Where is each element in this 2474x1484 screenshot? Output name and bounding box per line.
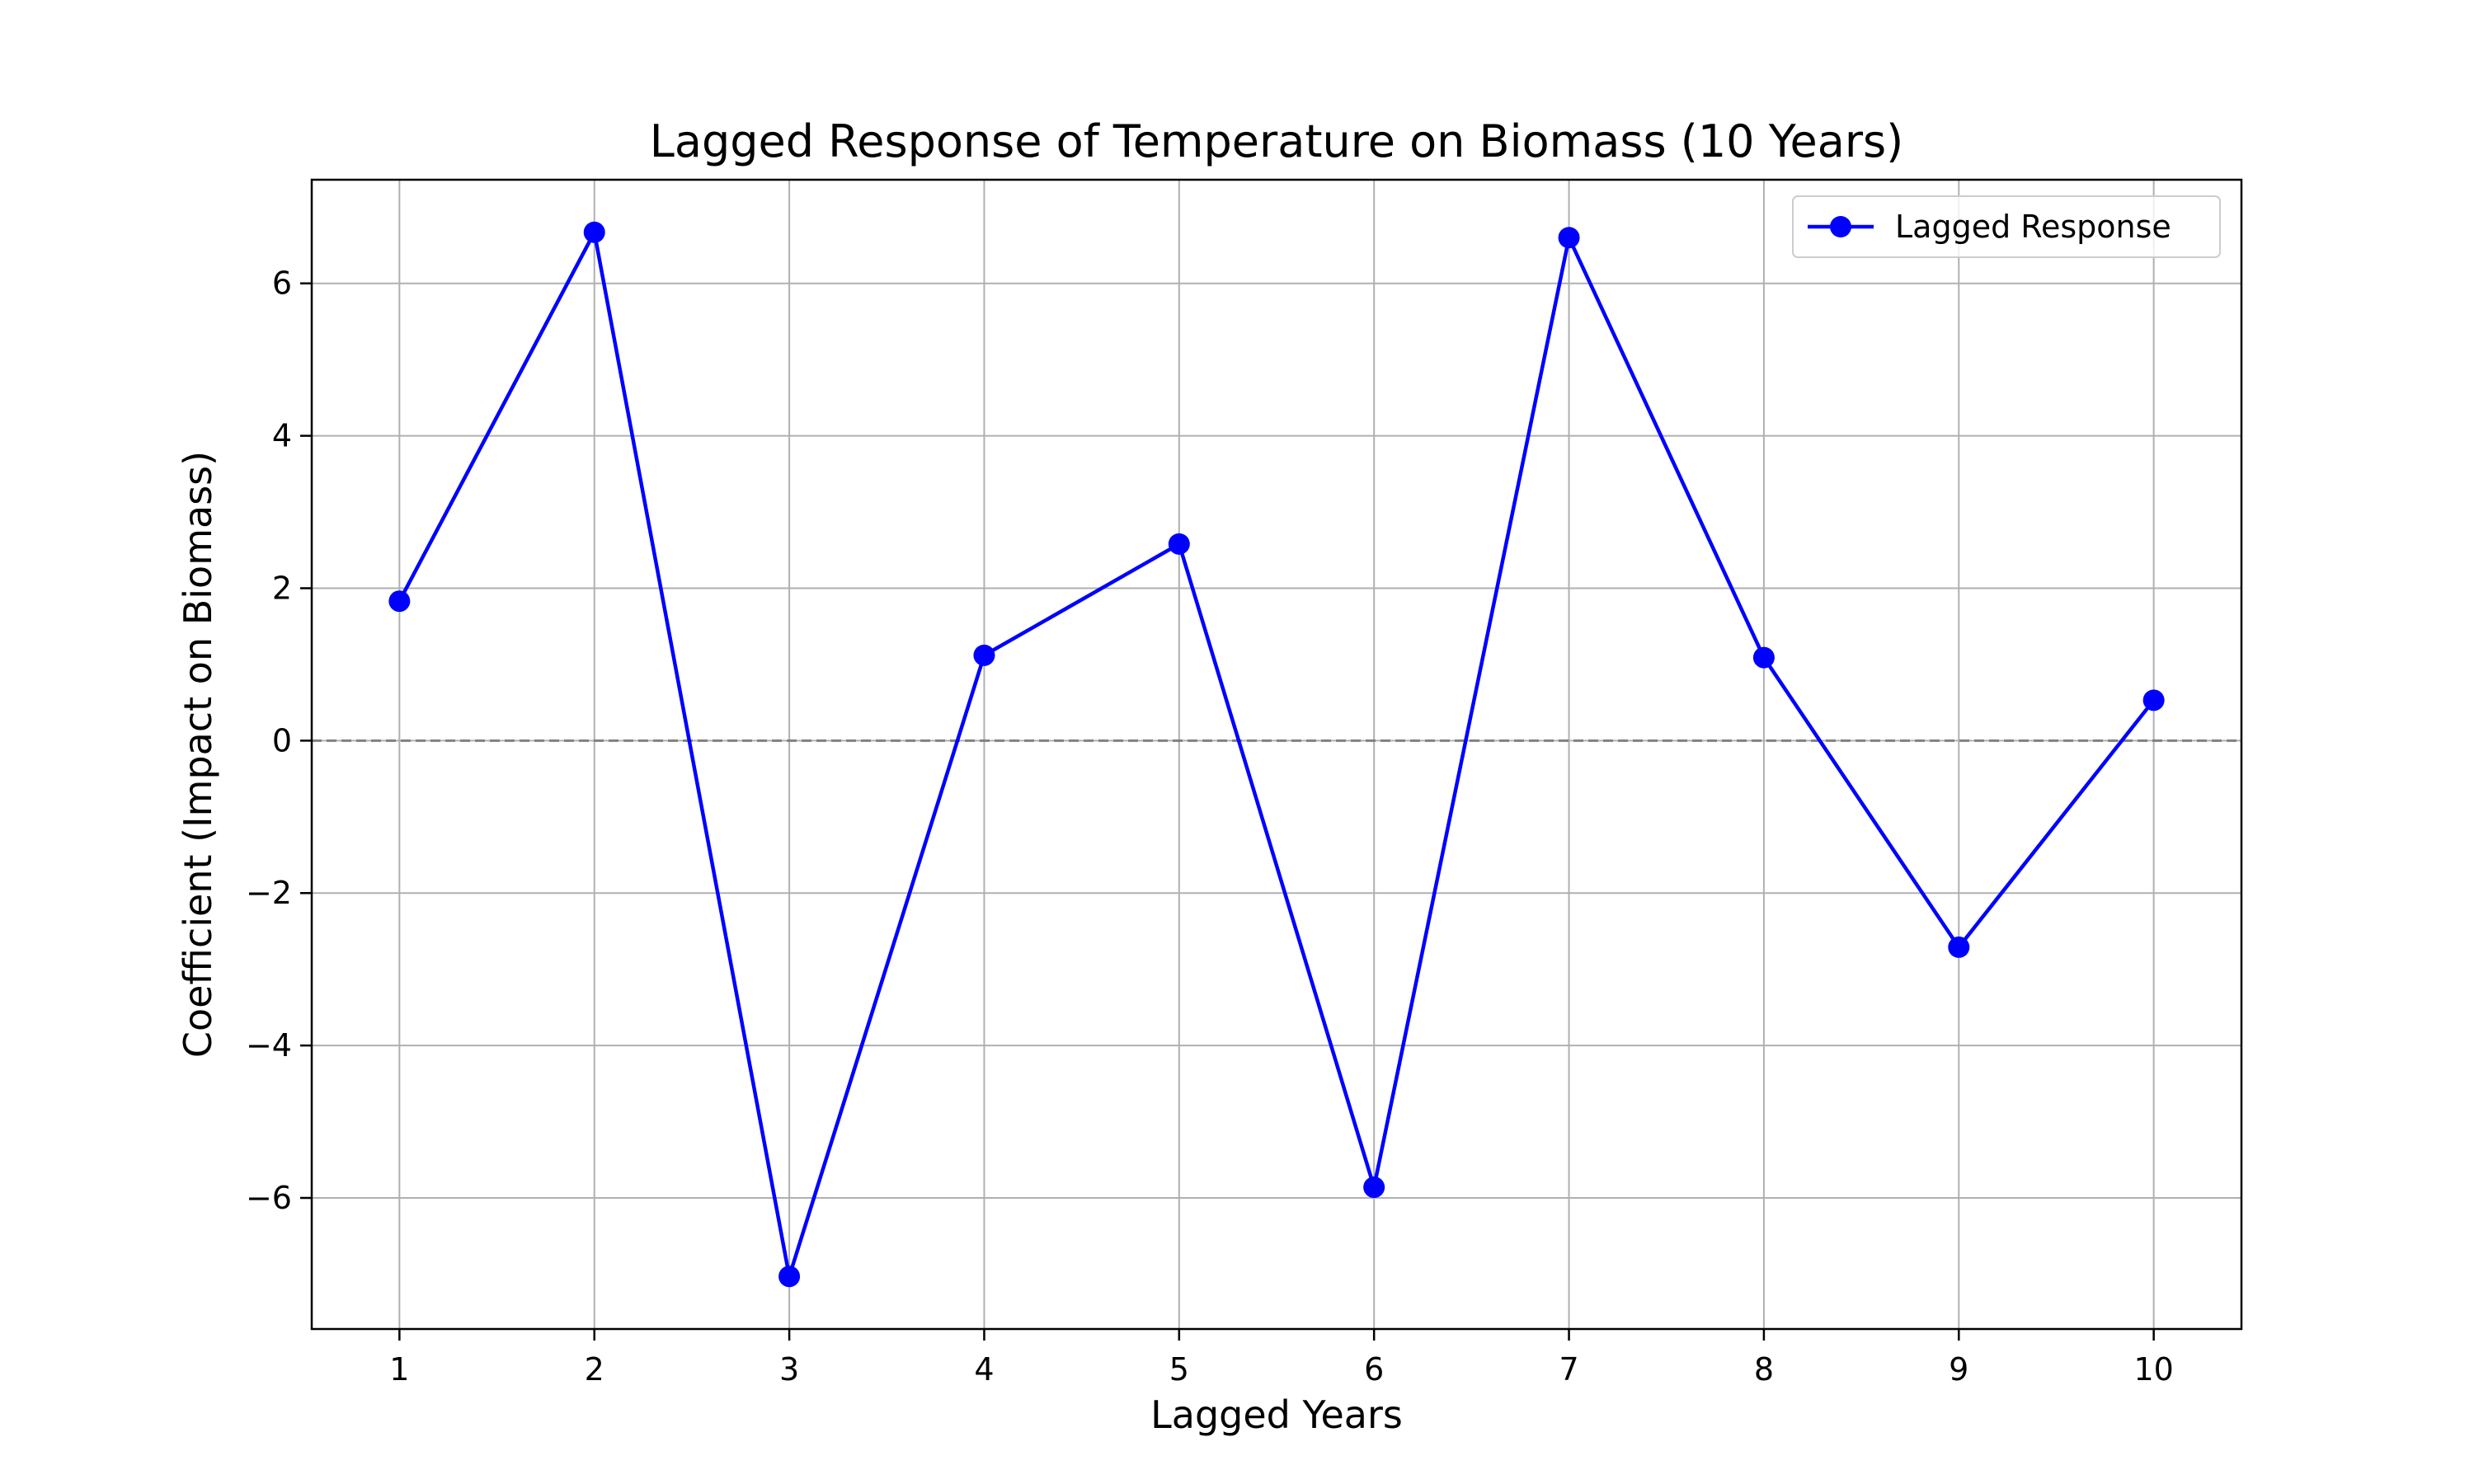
data-point (778, 1266, 801, 1288)
plot-area-frame (310, 178, 2243, 1331)
y-tick-label: −2 (246, 875, 292, 911)
x-tick-label: 8 (1754, 1351, 1774, 1388)
x-axis-ticks: 1 2 3 4 5 6 7 8 9 10 (389, 1329, 2174, 1388)
y-axis-ticks: −6 −4 −2 0 2 4 6 (246, 265, 312, 1216)
data-point (973, 644, 995, 666)
series-line (397, 227, 2156, 1277)
x-tick-label: 5 (1169, 1351, 1189, 1388)
x-tick-label: 7 (1559, 1351, 1578, 1388)
x-tick-label: 4 (974, 1351, 994, 1388)
y-tick-label: 0 (272, 722, 292, 758)
data-point (388, 590, 411, 613)
data-point (1558, 227, 1580, 249)
legend-frame (1792, 195, 2221, 258)
data-point (583, 221, 605, 243)
data-point (1752, 646, 1775, 669)
y-axis-label: Coefficient (Impact on Biomass) (176, 451, 220, 1058)
data-point (1948, 936, 1970, 958)
x-tick-label: 1 (389, 1351, 409, 1388)
legend-marker-swatch (1830, 216, 1851, 237)
x-tick-label: 10 (2133, 1351, 2173, 1388)
x-tick-label: 9 (1949, 1351, 1968, 1388)
x-tick-label: 2 (585, 1351, 604, 1388)
chart-title: Lagged Response of Temperature on Biomas… (650, 115, 1903, 167)
y-tick-label: −6 (246, 1180, 292, 1216)
legend: Lagged Response (1792, 195, 2221, 258)
x-tick-label: 6 (1364, 1351, 1384, 1388)
data-point (2142, 689, 2165, 711)
y-tick-label: 6 (272, 265, 292, 302)
y-tick-label: −4 (246, 1027, 292, 1064)
data-point (1363, 1176, 1385, 1199)
x-tick-label: 3 (779, 1351, 799, 1388)
y-tick-label: 4 (272, 418, 292, 454)
data-point (1168, 533, 1190, 555)
legend-entry-label: Lagged Response (1895, 209, 2171, 245)
series-layer (388, 221, 2165, 1288)
y-tick-label: 2 (272, 570, 292, 606)
x-axis-label: Lagged Years (1150, 1392, 1403, 1437)
